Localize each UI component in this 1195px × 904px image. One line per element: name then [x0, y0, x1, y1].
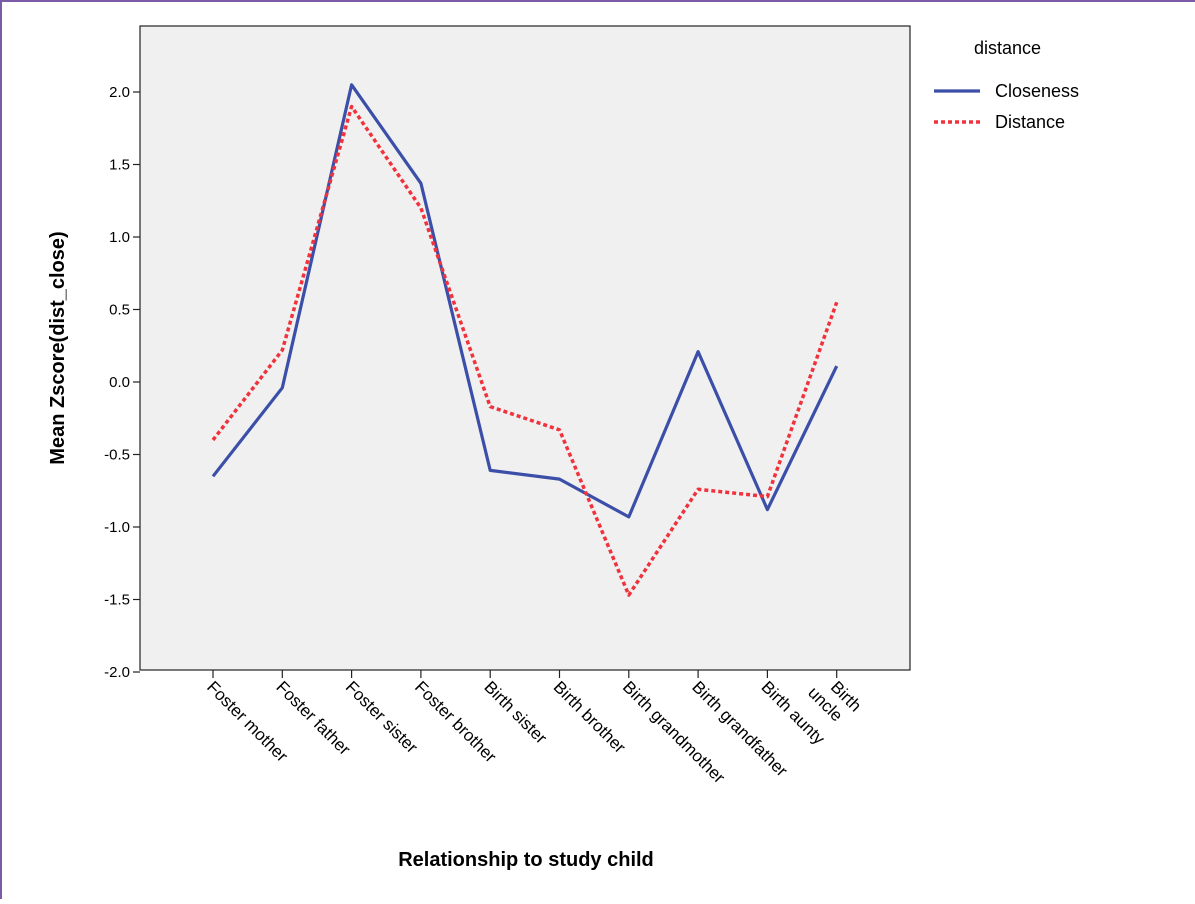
y-tick-label: 0.5: [109, 302, 130, 319]
y-tick-label: 1.0: [109, 229, 130, 246]
y-tick-label: 2.0: [109, 84, 130, 101]
x-axis-title: Relationship to study child: [398, 849, 654, 871]
y-tick-label: 1.5: [109, 157, 130, 174]
x-tick-label: Birth brother: [550, 677, 630, 757]
y-axis: 2.0 1.5 1.0 0.5 0.0 -0.5 -1.0 -1.5 -2.0: [104, 84, 140, 681]
plot-area: [139, 25, 911, 671]
x-tick-label: Birth sister: [480, 677, 550, 747]
legend: distance Closeness Distance: [934, 38, 1079, 132]
y-tick-label: 0.0: [109, 374, 130, 391]
legend-label-closeness: Closeness: [995, 81, 1079, 101]
y-axis-title: Mean Zscore(dist_close): [47, 231, 69, 464]
series-line-distance: [211, 104, 839, 597]
y-tick-label: -2.0: [104, 664, 130, 681]
legend-label-distance: Distance: [995, 112, 1065, 132]
series-layer: [211, 83, 839, 597]
legend-title: distance: [974, 38, 1041, 58]
series-line-closeness: [211, 83, 839, 519]
y-tick-label: -1.5: [104, 592, 130, 609]
y-tick-label: -0.5: [104, 447, 130, 464]
y-tick-label: -1.0: [104, 519, 130, 536]
